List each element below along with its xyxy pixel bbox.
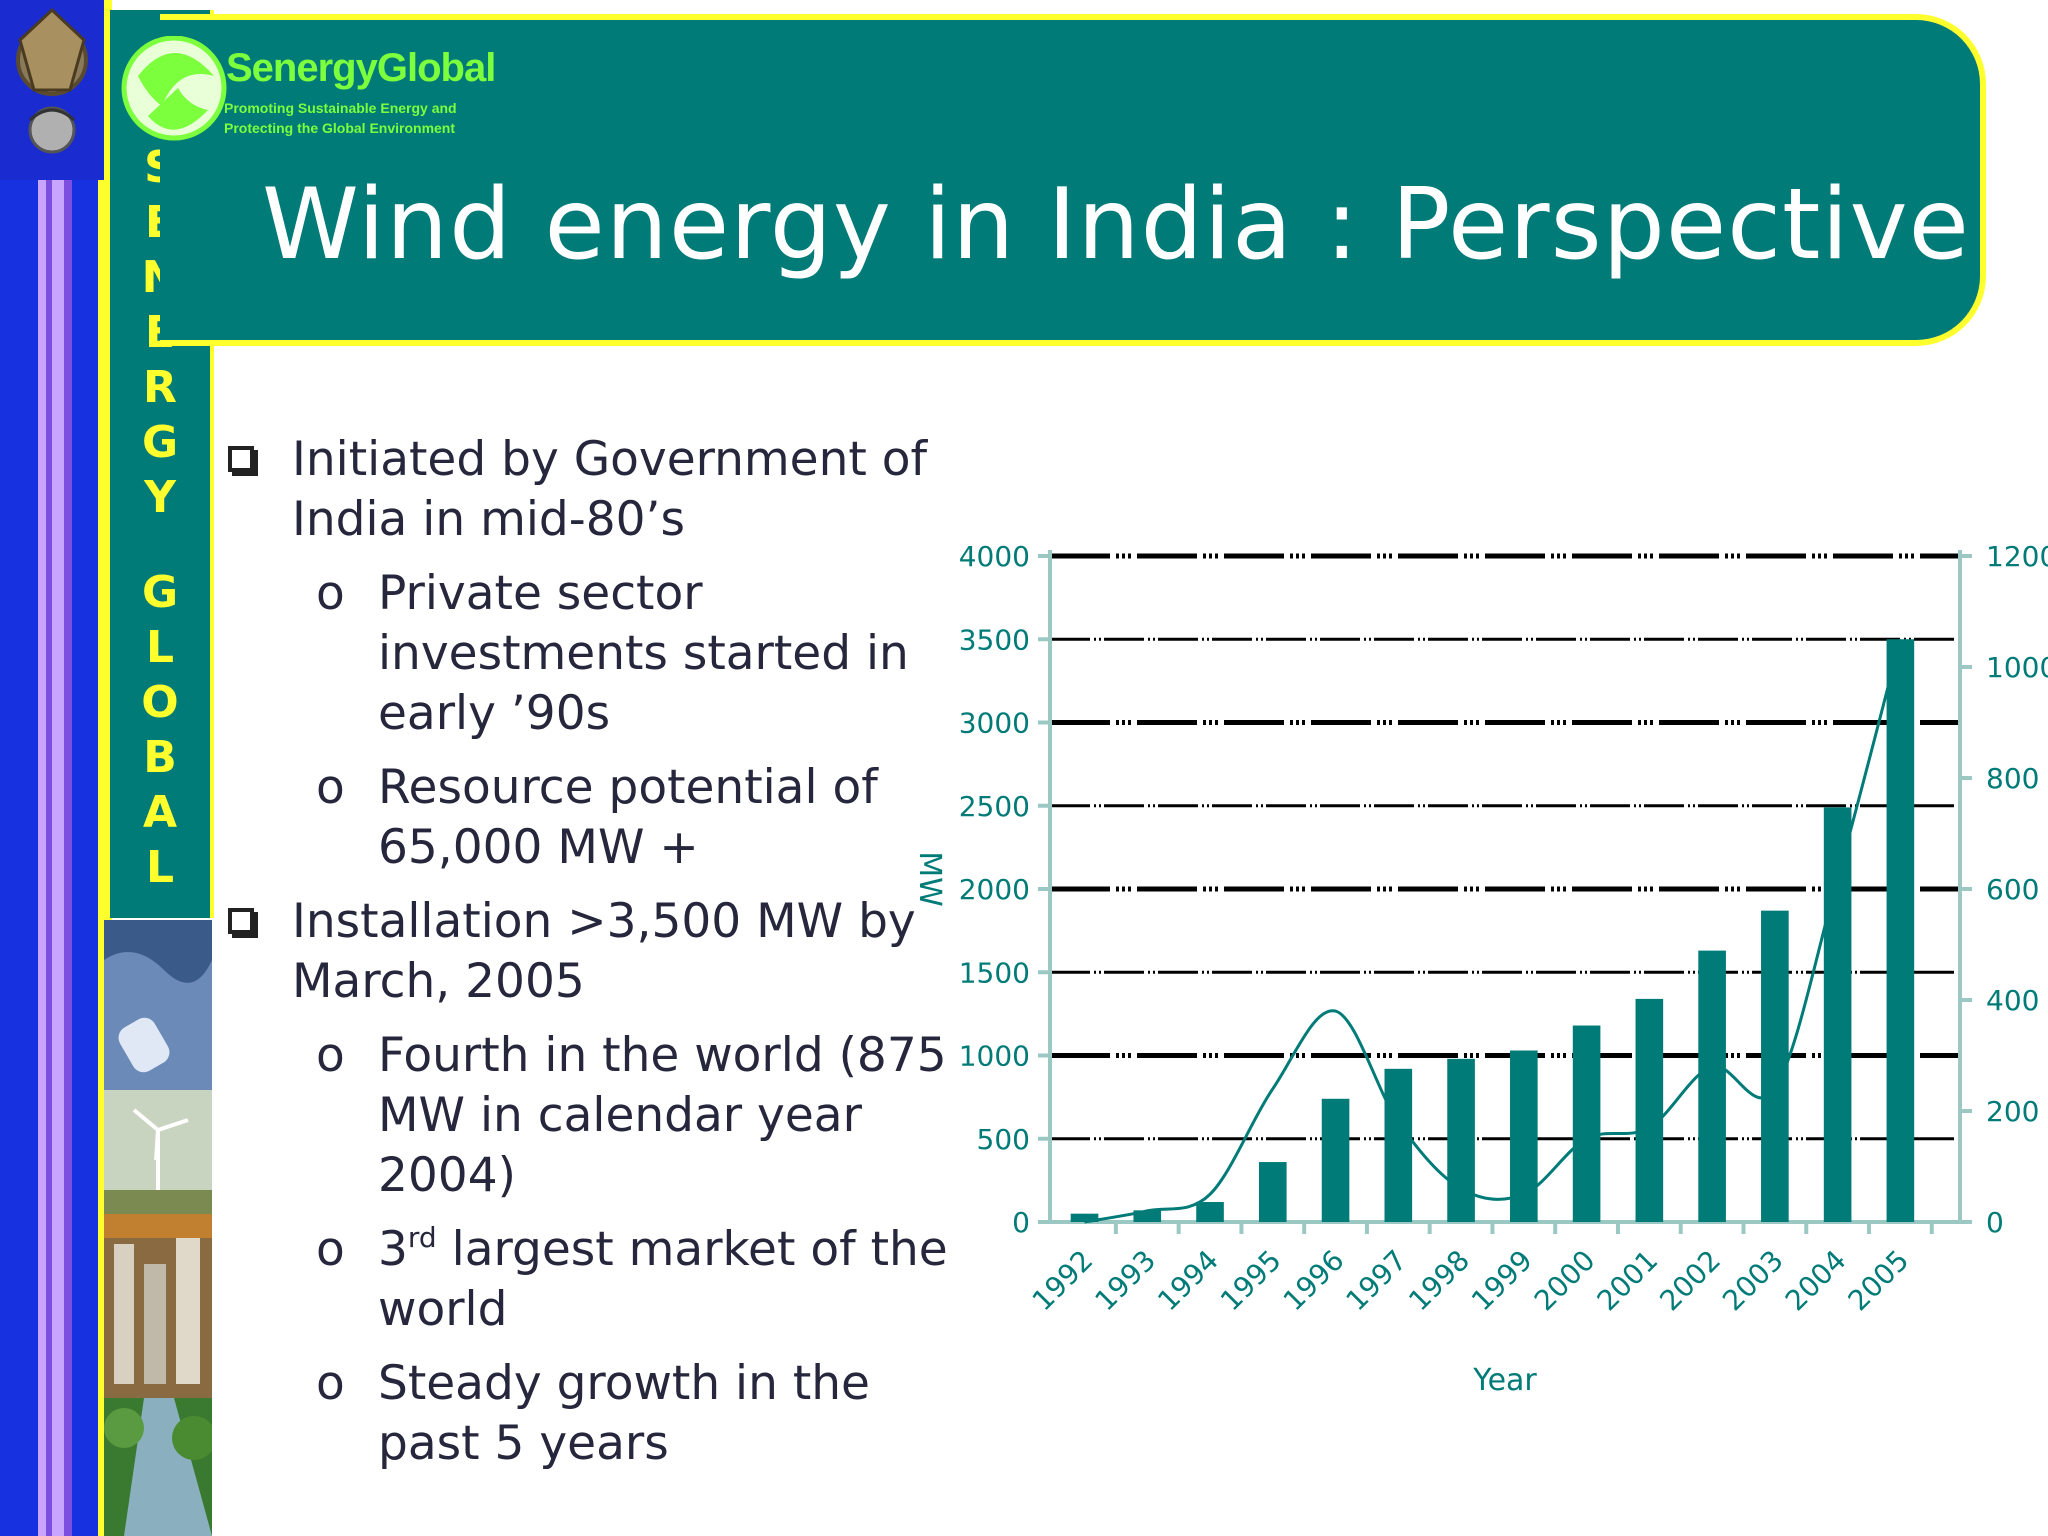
bullet-text: Initiated by Government of India in mid-… bbox=[292, 432, 928, 547]
y-tick-label: 0 bbox=[1012, 1206, 1030, 1239]
y2-tick-label: 600 bbox=[1986, 873, 2039, 906]
y-tick-label: 3000 bbox=[959, 707, 1030, 740]
side-letter: L bbox=[145, 842, 175, 893]
x-tick-label: 2001 bbox=[1591, 1244, 1665, 1318]
photo-green-canal bbox=[104, 1398, 212, 1536]
subbullet-third-largest-market: o 3rd largest market of the world bbox=[220, 1220, 980, 1340]
bar-1996 bbox=[1321, 1098, 1350, 1222]
x-tick-label: 1994 bbox=[1151, 1244, 1225, 1318]
subbullet-text: Private sector investments started in ea… bbox=[378, 566, 909, 741]
y-axis-title: MW bbox=[912, 851, 947, 907]
logo-wordmark: SenergyGlobal bbox=[226, 46, 496, 90]
y-tick-label: 4000 bbox=[959, 540, 1030, 573]
bar-2000 bbox=[1572, 1025, 1601, 1222]
logo-tagline-2: Protecting the Global Environment bbox=[224, 120, 456, 136]
bar-1995 bbox=[1258, 1162, 1287, 1222]
x-tick-label: 1999 bbox=[1465, 1244, 1539, 1318]
x-tick-label: 2000 bbox=[1528, 1244, 1602, 1318]
side-letter: G bbox=[141, 417, 179, 468]
annual-addition-line bbox=[1084, 638, 1902, 1224]
y2-tick-label: 400 bbox=[1986, 984, 2039, 1017]
bar-2001 bbox=[1635, 998, 1664, 1222]
x-tick-label: 2002 bbox=[1653, 1244, 1727, 1318]
bar-2002 bbox=[1698, 950, 1726, 1222]
x-tick-label: 2003 bbox=[1716, 1244, 1790, 1318]
side-letter: O bbox=[141, 677, 179, 728]
side-photo-strip bbox=[104, 920, 212, 1536]
bar-1998 bbox=[1447, 1058, 1475, 1222]
subbullet-marker: o bbox=[316, 760, 345, 815]
x-tick-label: 2004 bbox=[1779, 1244, 1853, 1318]
subbullet-text-rest: largest market of the world bbox=[378, 1222, 948, 1337]
checkbox-bullet-icon bbox=[228, 908, 254, 934]
bar-1994 bbox=[1196, 1202, 1224, 1222]
ordinal-number: 3 bbox=[378, 1222, 408, 1277]
side-letter: Y bbox=[144, 472, 176, 523]
y-tick-label: 500 bbox=[977, 1123, 1030, 1156]
wind-capacity-chart: 0 500 1000 1500 2000 2500 3000 3500 4000 0 200 400 6… bbox=[912, 540, 2048, 1398]
crest-emblem-icon bbox=[0, 0, 104, 180]
x-tick-label: 1995 bbox=[1214, 1244, 1288, 1318]
y-tick-label: 1500 bbox=[959, 956, 1030, 989]
subbullet-marker: o bbox=[316, 1028, 345, 1083]
title-banner bbox=[160, 14, 1986, 346]
bar-1997 bbox=[1384, 1068, 1413, 1222]
x-tick-label: 1992 bbox=[1026, 1244, 1100, 1318]
senergy-global-logo-icon bbox=[121, 36, 227, 141]
subbullet-steady-growth: o Steady growth in the past 5 years bbox=[220, 1354, 980, 1474]
subbullet-fourth-in-world: o Fourth in the world (875 MW in calenda… bbox=[220, 1026, 980, 1206]
bullet-text: Installation >3,500 MW by March, 2005 bbox=[292, 894, 916, 1009]
y2-tick-label: 200 bbox=[1986, 1095, 2039, 1128]
subbullet-private-sector: o Private sector investments started in … bbox=[220, 564, 980, 744]
x-tick-label: 1996 bbox=[1277, 1244, 1351, 1318]
x-tick-label: 1993 bbox=[1088, 1244, 1162, 1318]
side-letter: A bbox=[142, 787, 178, 838]
y2-tick-label: 1000 bbox=[1986, 651, 2048, 684]
side-letter: L bbox=[145, 622, 175, 673]
bullet-installation: Installation >3,500 MW by March, 2005 bbox=[220, 892, 980, 1012]
side-letter: G bbox=[141, 567, 179, 618]
x-tick-label: 1997 bbox=[1340, 1244, 1414, 1318]
bullet-list: Initiated by Government of India in mid-… bbox=[220, 430, 980, 1488]
photo-ocean-wave bbox=[104, 920, 212, 1090]
subbullet-text: 3rd largest market of the world bbox=[378, 1221, 948, 1337]
bar-2004 bbox=[1823, 807, 1852, 1222]
subbullet-resource-potential: o Resource potential of 65,000 MW + bbox=[220, 758, 980, 878]
y-tick-label: 3500 bbox=[959, 623, 1030, 656]
subbullet-text: Resource potential of 65,000 MW + bbox=[378, 760, 878, 875]
x-tick-label: 1998 bbox=[1402, 1244, 1476, 1318]
y-tick-label: 2500 bbox=[959, 790, 1030, 823]
side-letter: R bbox=[143, 362, 177, 413]
side-letter: B bbox=[143, 732, 177, 783]
y-tick-label: 2000 bbox=[959, 873, 1030, 906]
bar-2003 bbox=[1761, 910, 1789, 1222]
checkbox-bullet-icon bbox=[228, 446, 254, 472]
bar-2005 bbox=[1886, 639, 1915, 1222]
subbullet-marker: o bbox=[316, 1356, 345, 1411]
bar-1993 bbox=[1133, 1210, 1162, 1222]
logo-tagline-1: Promoting Sustainable Energy and bbox=[224, 100, 457, 116]
subbullet-marker: o bbox=[316, 566, 345, 621]
left-border-stripes bbox=[38, 0, 72, 1536]
y2-tick-label: 0 bbox=[1986, 1206, 2004, 1239]
photo-industrial-plant bbox=[104, 1214, 212, 1398]
subbullet-text: Steady growth in the past 5 years bbox=[378, 1356, 870, 1471]
y-tick-label: 1000 bbox=[959, 1040, 1030, 1073]
ordinal-suffix: rd bbox=[407, 1221, 437, 1254]
bar-1992 bbox=[1070, 1213, 1099, 1222]
x-tick-label: 2005 bbox=[1842, 1244, 1916, 1318]
slide-title: Wind energy in India : Perspective bbox=[262, 168, 1970, 282]
subbullet-text: Fourth in the world (875 MW in calendar … bbox=[378, 1028, 947, 1203]
y2-tick-label: 800 bbox=[1986, 762, 2039, 795]
subbullet-marker: o bbox=[316, 1222, 345, 1277]
x-axis-title: Year bbox=[1472, 1363, 1537, 1398]
bullet-initiated: Initiated by Government of India in mid-… bbox=[220, 430, 980, 550]
photo-wind-turbine bbox=[104, 1090, 212, 1214]
